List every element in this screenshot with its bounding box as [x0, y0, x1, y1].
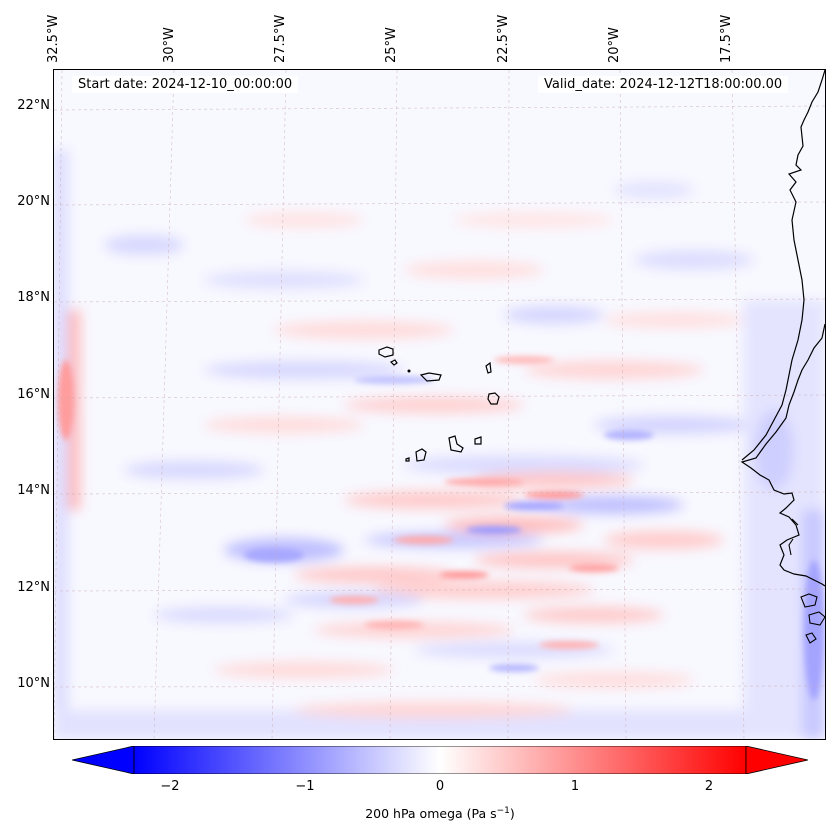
- colorbar-low-extend: [72, 746, 135, 774]
- africa-coastline: [740, 323, 825, 587]
- lat-label-16n: 16°N: [17, 387, 50, 402]
- colorbar-tick-1: 1: [570, 779, 580, 794]
- map-panel: [53, 69, 826, 740]
- lon-label-32-5w: 32.5°W: [46, 14, 61, 63]
- colorbar-gradient: [133, 746, 747, 774]
- lat-label-12n: 12°N: [17, 580, 50, 595]
- lon-label-30w: 30°W: [162, 27, 177, 63]
- lat-label-22n: 22°N: [17, 98, 50, 113]
- colorbar-label-suffix: ): [509, 806, 515, 822]
- lat-label-10n: 10°N: [17, 676, 50, 691]
- colorbar-tick-0: 0: [435, 779, 445, 794]
- lon-label-22-5w: 22.5°W: [496, 14, 511, 63]
- lat-label-14n: 14°N: [17, 483, 50, 498]
- lat-label-20n: 20°N: [17, 194, 50, 209]
- lon-label-25w: 25°W: [384, 27, 399, 63]
- colorbar-tick-minus2: −2: [160, 779, 180, 794]
- start-date-label: Start date: 2024-12-10_00:00:00: [72, 76, 299, 93]
- lon-label-27-5w: 27.5°W: [273, 14, 288, 63]
- lon-label-17-5w: 17.5°W: [719, 14, 734, 63]
- colorbar-high-extend: [745, 746, 808, 774]
- omega-streaks: [58, 356, 824, 700]
- cape-verde-islands: [378, 346, 500, 462]
- graticule: [54, 70, 825, 739]
- colorbar-label-prefix: 200 hPa omega (Pa s: [365, 806, 497, 822]
- colorbar-tick-2: 2: [704, 779, 714, 794]
- lon-label-20w: 20°W: [607, 27, 622, 63]
- omega-field-map: [54, 70, 825, 739]
- omega-colorbar: [72, 746, 808, 774]
- colorbar-label-exponent: −1: [496, 806, 510, 816]
- valid-date-label: Valid_date: 2024-12-12T18:00:00.00: [538, 76, 789, 93]
- colorbar-tick-minus1: −1: [295, 779, 315, 794]
- colorbar-label: 200 hPa omega (Pa s−1): [0, 806, 837, 821]
- lat-label-18n: 18°N: [17, 290, 50, 305]
